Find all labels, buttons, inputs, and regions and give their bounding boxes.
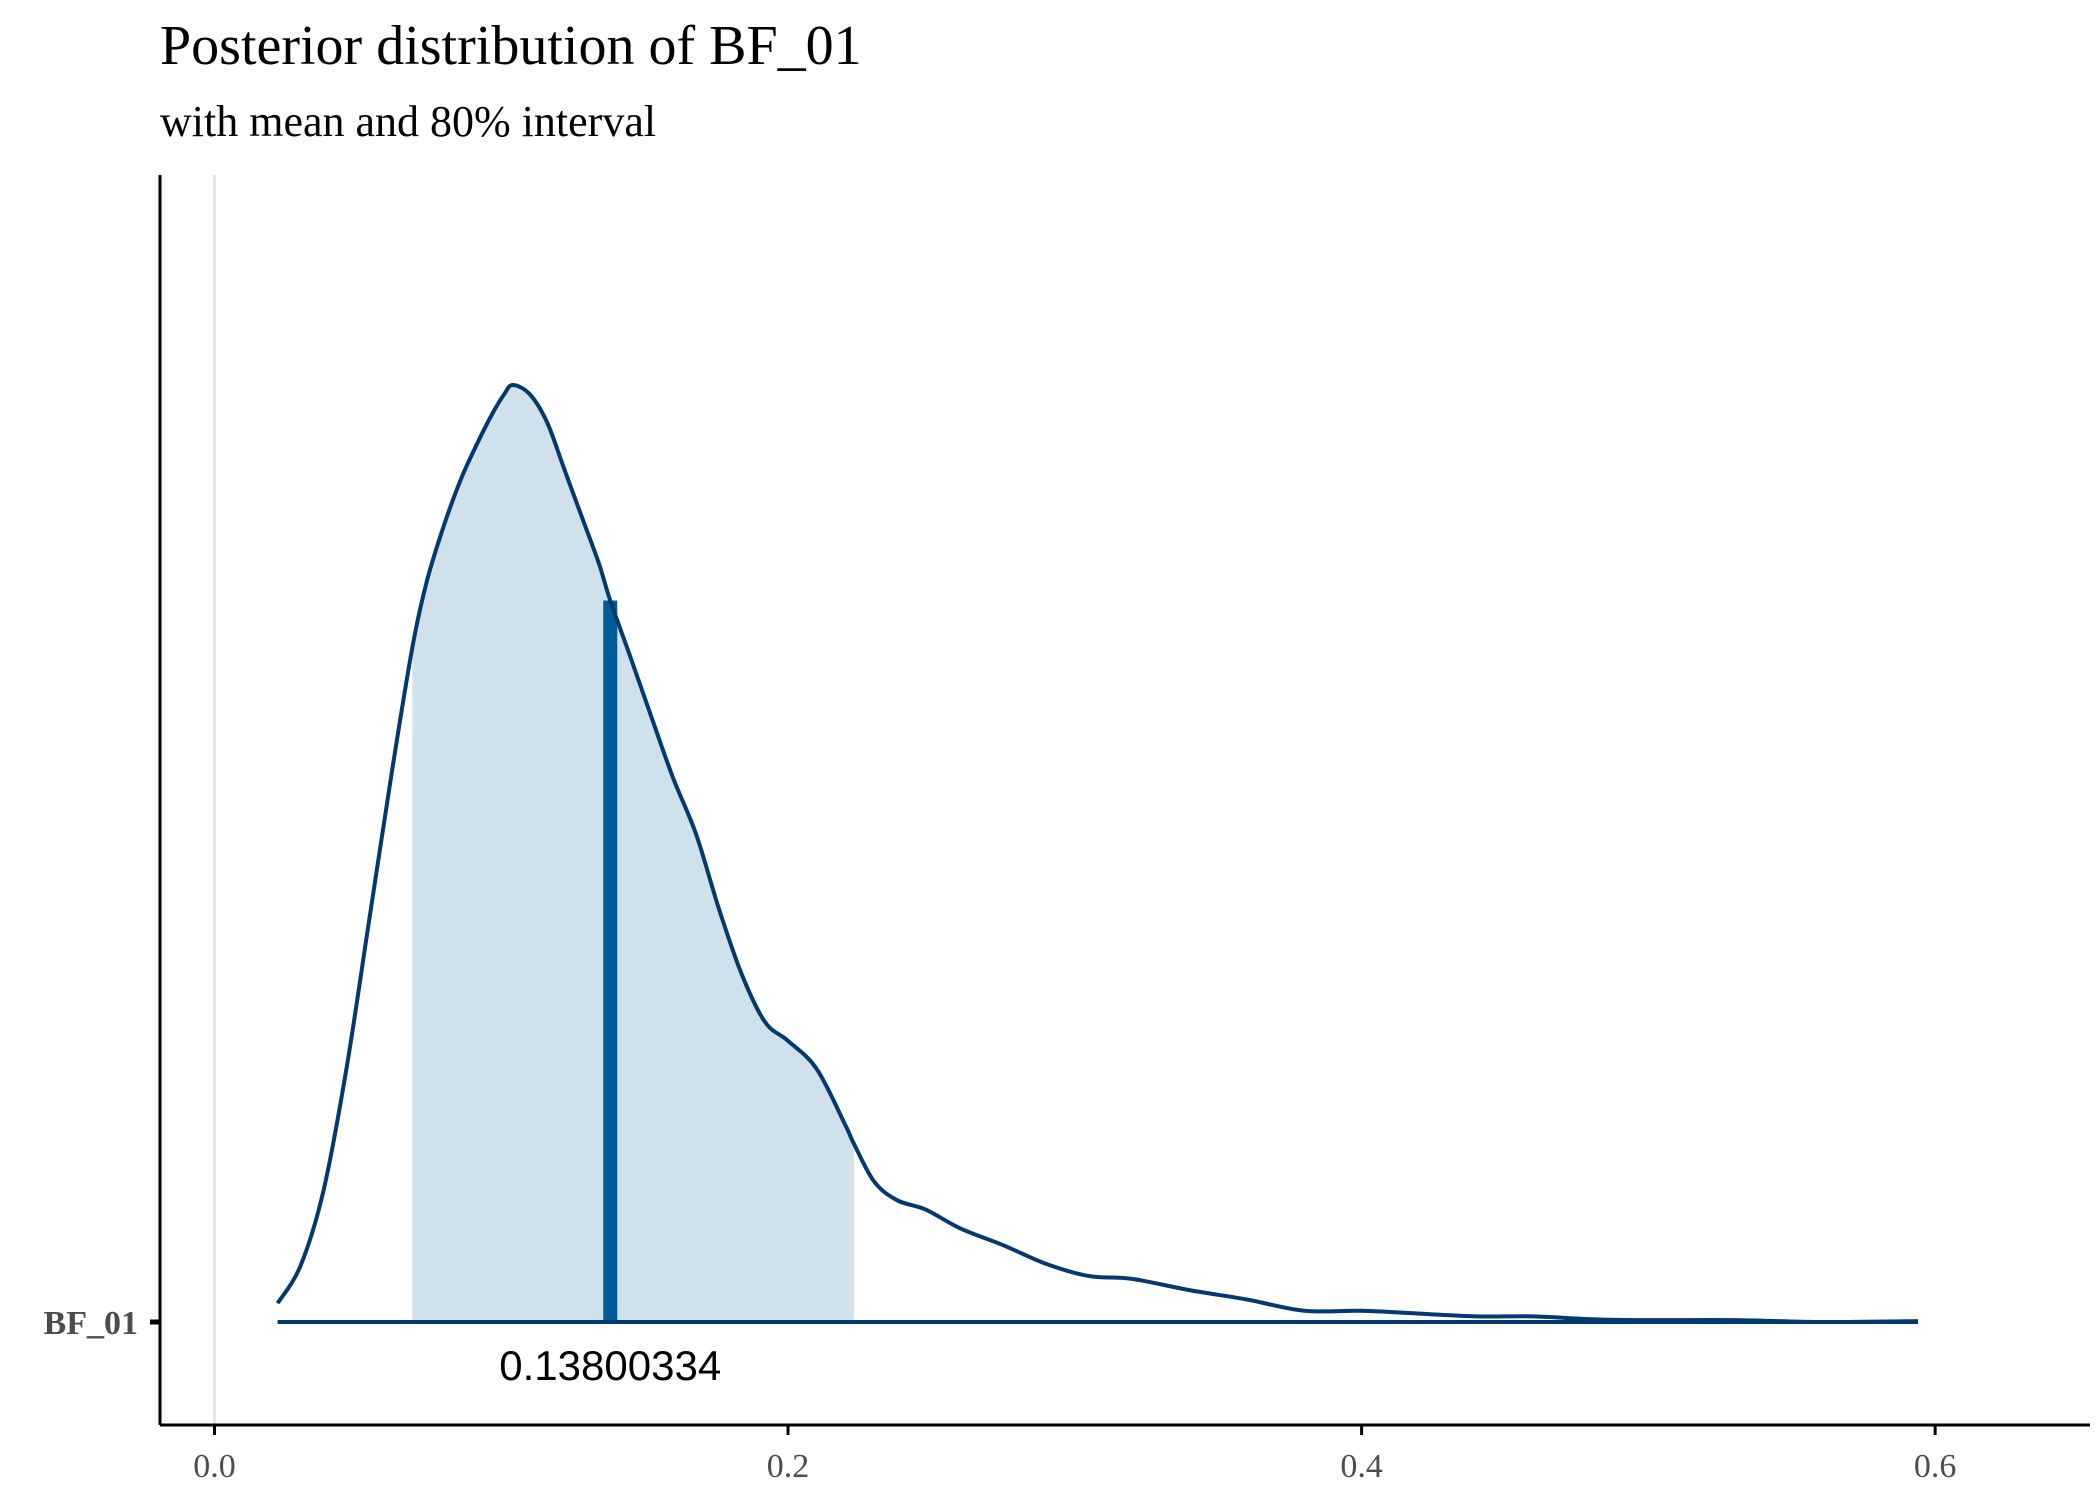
x-tick-label: 0.0 <box>193 1448 236 1485</box>
x-tick-label: 0.6 <box>1914 1448 1957 1485</box>
x-tick-label: 0.2 <box>767 1448 810 1485</box>
chart-title: Posterior distribution of BF_01 <box>160 15 862 77</box>
y-category-label: BF_01 <box>44 1305 138 1342</box>
density-curve <box>275 383 1918 1325</box>
x-tick-label: 0.4 <box>1340 1448 1383 1485</box>
interval-area <box>412 385 854 1322</box>
chart-subtitle: with mean and 80% interval <box>160 97 657 146</box>
mean-value-label: 0.13800334 <box>499 1342 721 1389</box>
